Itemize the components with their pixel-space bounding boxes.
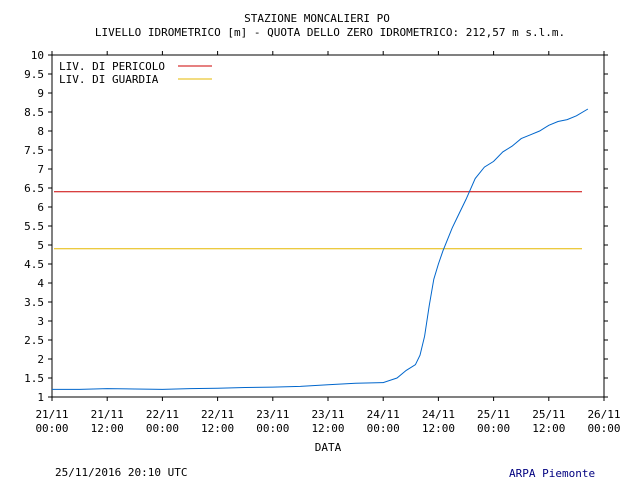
x-tick-time: 12:00 xyxy=(201,422,234,435)
x-tick-time: 00:00 xyxy=(367,422,400,435)
y-tick-label: 9 xyxy=(37,87,44,100)
y-tick-label: 8.5 xyxy=(24,106,44,119)
x-tick-date: 24/11 xyxy=(367,408,400,421)
y-tick-label: 6.5 xyxy=(24,182,44,195)
x-tick-time: 12:00 xyxy=(422,422,455,435)
threshold-lines xyxy=(54,191,582,250)
x-tick-time: 12:00 xyxy=(532,422,565,435)
y-tick-label: 1.5 xyxy=(24,372,44,385)
x-tick-date: 22/11 xyxy=(201,408,234,421)
chart-subtitle: LIVELLO IDROMETRICO [m] - QUOTA DELLO ZE… xyxy=(95,26,565,39)
x-tick-date: 22/11 xyxy=(146,408,179,421)
chart-title: STAZIONE MONCALIERI PO xyxy=(244,12,390,25)
x-tick-date: 24/11 xyxy=(422,408,455,421)
y-tick-label: 8 xyxy=(37,125,44,138)
series-line xyxy=(52,108,589,390)
x-tick-date: 21/11 xyxy=(35,408,68,421)
x-tick-date: 26/11 xyxy=(587,408,620,421)
plot-area xyxy=(51,54,605,398)
y-tick-label: 3.5 xyxy=(24,296,44,309)
footer-source: ARPA Piemonte xyxy=(509,467,596,480)
y-tick-label: 6 xyxy=(37,201,44,214)
x-tick-date: 23/11 xyxy=(311,408,344,421)
y-tick-label: 2 xyxy=(37,353,44,366)
y-tick-label: 5 xyxy=(37,239,44,252)
x-tick-time: 12:00 xyxy=(91,422,124,435)
y-axis: 1 1.5 2 2.5 3 3.5 4 4.5 5 5.5 6 6.5 7 7.5 8 8.5 9 9.5 10 xyxy=(24,49,608,404)
x-axis-label: DATA xyxy=(315,441,342,454)
y-tick-label: 4.5 xyxy=(24,258,44,271)
x-tick-time: 00:00 xyxy=(146,422,179,435)
legend-label: LIV. DI PERICOLO xyxy=(59,60,165,73)
y-tick-label: 7 xyxy=(37,163,44,176)
x-tick-time: 00:00 xyxy=(35,422,68,435)
y-tick-label: 3 xyxy=(37,315,44,328)
y-tick-label: 9.5 xyxy=(24,68,44,81)
series-group xyxy=(52,108,589,390)
y-tick-label: 4 xyxy=(37,277,44,290)
footer-timestamp: 25/11/2016 20:10 UTC xyxy=(55,466,188,479)
x-tick-time: 12:00 xyxy=(311,422,344,435)
y-tick-label: 10 xyxy=(31,49,44,62)
x-tick-time: 00:00 xyxy=(256,422,289,435)
legend-label: LIV. DI GUARDIA xyxy=(59,73,159,86)
x-tick-time: 00:00 xyxy=(477,422,510,435)
y-tick-label: 7.5 xyxy=(24,144,44,157)
x-tick-date: 21/11 xyxy=(91,408,124,421)
x-tick-date: 25/11 xyxy=(532,408,565,421)
y-tick-label: 5.5 xyxy=(24,220,44,233)
x-axis: 21/1100:0021/1112:0022/1100:0022/1112:00… xyxy=(35,51,621,435)
x-tick-date: 23/11 xyxy=(256,408,289,421)
y-tick-label: 1 xyxy=(37,391,44,404)
x-tick-time: 00:00 xyxy=(587,422,620,435)
x-tick-date: 25/11 xyxy=(477,408,510,421)
y-tick-label: 2.5 xyxy=(24,334,44,347)
